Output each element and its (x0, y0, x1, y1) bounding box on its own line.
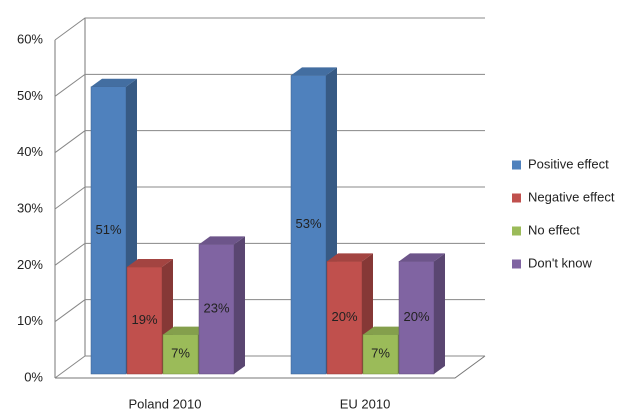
value-label: 7% (371, 346, 390, 361)
bar (198, 244, 235, 375)
y-tick-label: 60% (17, 31, 43, 46)
bar-side (234, 236, 245, 374)
bar (162, 334, 199, 375)
legend-label: No effect (528, 222, 580, 237)
legend-label: Don't know (528, 255, 593, 270)
value-label: 7% (171, 346, 190, 361)
bar (398, 261, 435, 375)
value-label: 51% (95, 222, 121, 237)
floor (55, 355, 486, 379)
grid-line (54, 17, 485, 41)
bar-top (127, 258, 173, 267)
bar (290, 75, 327, 375)
bar-top (291, 67, 337, 76)
legend-label: Negative effect (528, 189, 615, 204)
value-label: 20% (331, 309, 357, 324)
bar (326, 261, 363, 375)
bar-top (327, 253, 373, 262)
y-tick-label: 50% (17, 88, 43, 103)
bar-top (91, 78, 137, 87)
grid-line (54, 130, 485, 154)
y-tick-label: 20% (17, 257, 43, 272)
x-tick-label: EU 2010 (340, 396, 391, 411)
grid-line (54, 242, 485, 266)
y-tick-label: 10% (17, 313, 43, 328)
bar-top (163, 326, 209, 335)
legend-swatch (512, 193, 521, 203)
value-label: 20% (403, 309, 429, 324)
legend-swatch (512, 226, 521, 236)
bar (126, 266, 163, 375)
bar-top (363, 326, 409, 335)
value-label: 23% (203, 301, 229, 316)
legend-swatch (512, 160, 521, 170)
y-tick-label: 40% (17, 144, 43, 159)
y-tick-label: 0% (24, 369, 43, 384)
y-tick-label: 30% (17, 200, 43, 215)
grid-line (54, 73, 485, 97)
value-label: 53% (295, 216, 321, 231)
bar-top (199, 236, 245, 245)
x-tick-label: Poland 2010 (128, 396, 201, 411)
bar (362, 334, 399, 375)
bar-top (399, 253, 445, 262)
bar-side (434, 253, 445, 374)
legend-label: Positive effect (528, 156, 609, 171)
value-label: 19% (131, 312, 157, 327)
grid-line (54, 186, 485, 210)
legend-swatch (512, 259, 521, 269)
